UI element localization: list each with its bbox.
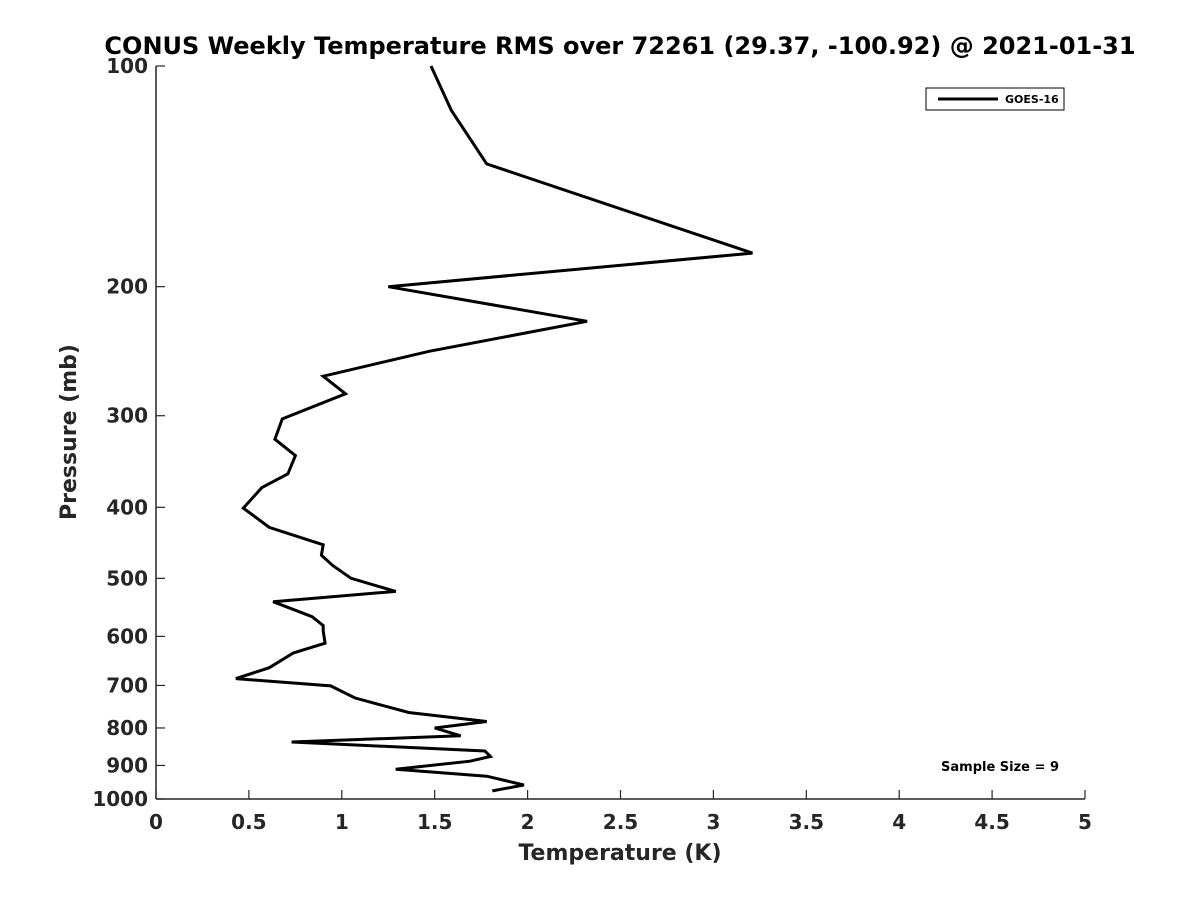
y-axis-label: Pressure (mb): [57, 344, 82, 520]
x-tick-label: 0: [149, 810, 163, 834]
y-tick-label: 300: [106, 404, 148, 428]
plot-axes: [155, 66, 1085, 800]
y-tick-label: 700: [106, 673, 148, 697]
x-tick-label: 2.5: [603, 810, 638, 834]
series-line-goes-16: [235, 65, 753, 793]
x-tick-label: 4.5: [974, 810, 1009, 834]
y-tick-label: 400: [106, 495, 148, 519]
x-tick-label: 1.5: [417, 810, 452, 834]
legend: GOES-16: [925, 87, 1065, 111]
x-tick-label: 5: [1078, 810, 1092, 834]
x-tick-label: 4: [892, 810, 906, 834]
y-tick-label: 200: [106, 275, 148, 299]
x-axis-label: Temperature (K): [518, 841, 721, 866]
x-tick-label: 2: [521, 810, 535, 834]
chart-title: CONUS Weekly Temperature RMS over 72261 …: [104, 32, 1135, 60]
legend-label: GOES-16: [1005, 93, 1059, 106]
sample-size-annotation: Sample Size = 9: [941, 760, 1059, 775]
y-tick-label: 900: [106, 753, 148, 777]
y-tick-label: 100: [106, 54, 148, 78]
x-tick-label: 1: [335, 810, 349, 834]
axis-ticks: 0 0.5 1 1.5 2 2.5 3 3.5 4 4.5 5 100 200 300 400 500 600 7…: [92, 54, 1092, 834]
y-tick-label: 500: [106, 566, 148, 590]
x-tick-label: 3: [706, 810, 720, 834]
y-tick-label: 1000: [92, 787, 148, 811]
y-tick-label: 800: [106, 716, 148, 740]
x-tick-label: 3.5: [789, 810, 824, 834]
x-tick-label: 0.5: [231, 810, 266, 834]
y-tick-label: 600: [106, 624, 148, 648]
